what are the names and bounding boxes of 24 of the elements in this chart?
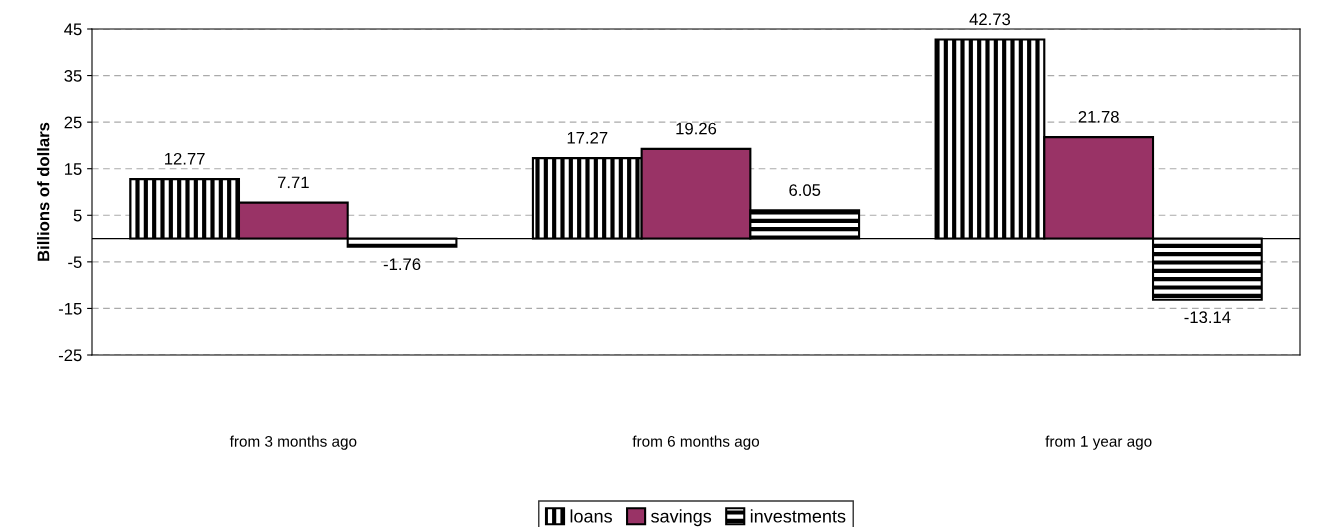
- y-tick-label: 5: [73, 209, 82, 222]
- y-tick-label: 25: [64, 116, 82, 129]
- y-tick-label: 35: [64, 69, 82, 82]
- y-tick-label: -15: [58, 303, 82, 315]
- y-tick-label: 45: [64, 23, 82, 36]
- data-label: 6.05: [789, 184, 821, 196]
- data-label: 7.71: [277, 176, 309, 189]
- legend-label: savings: [651, 509, 712, 527]
- data-label: 19.26: [676, 122, 717, 135]
- legend-label: loans: [570, 509, 612, 523]
- data-label: -1.76: [383, 258, 421, 271]
- legend-label: investments: [750, 509, 846, 523]
- x-tick-label: from 1 year ago: [1045, 435, 1152, 450]
- x-tick-label: from 6 months ago: [632, 435, 760, 450]
- data-label: -13.14: [1184, 311, 1231, 324]
- y-tick-label: -25: [58, 349, 82, 362]
- data-label: 21.78: [1078, 110, 1119, 123]
- data-label: 12.77: [165, 152, 205, 165]
- data-label: 17.27: [567, 131, 608, 144]
- y-axis-title: Billions of dollars: [37, 122, 50, 261]
- y-tick-label: 15: [65, 163, 82, 175]
- y-tick-label: -5: [68, 256, 82, 269]
- data-label: 42.73: [969, 13, 1011, 26]
- x-tick-label: from 3 months ago: [229, 435, 357, 450]
